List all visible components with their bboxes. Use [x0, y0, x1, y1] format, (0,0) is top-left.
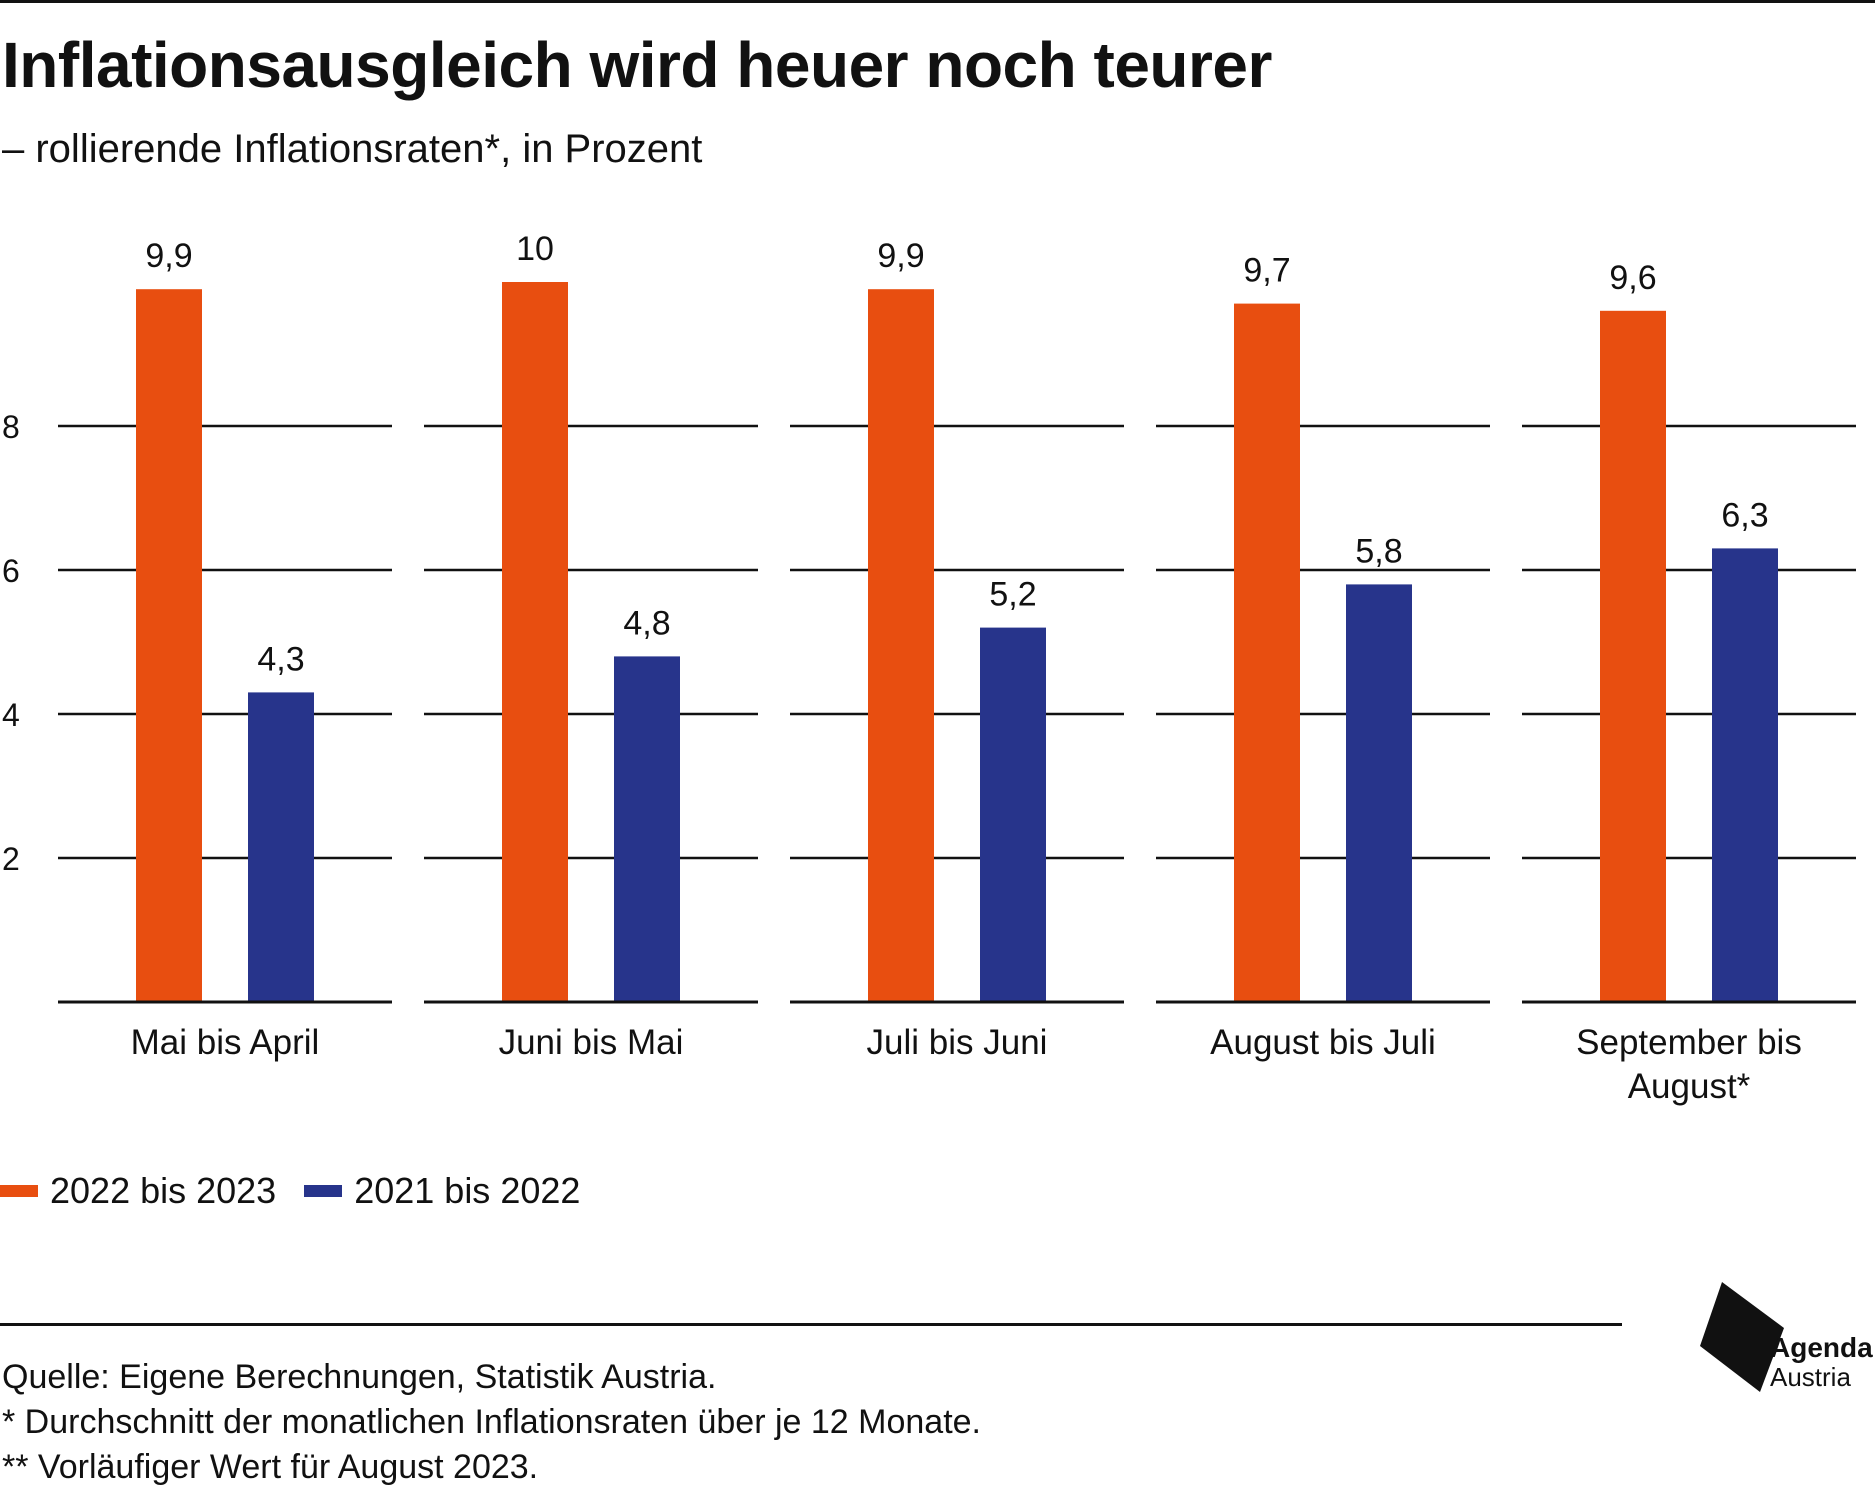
- bar-chart: 2 4 6 8 9,9 10 9,9 9,7 9,6 4,3 4,8 5,2 5,8 6,3 Mai bis…: [2, 230, 1856, 1106]
- data-label: 9,9: [877, 237, 924, 275]
- y-tick-label: 8: [2, 409, 20, 445]
- logo-mark-icon: [1700, 1282, 1784, 1392]
- category-label: Juni bis Mai: [499, 1023, 684, 1062]
- data-label: 9,6: [1609, 259, 1656, 297]
- footnote-average: * Durchschnitt der monatlichen Inflation…: [2, 1403, 981, 1441]
- legend-item-2021-2022: 2021 bis 2022: [304, 1170, 580, 1212]
- logo-text-agenda: Agenda: [1770, 1332, 1873, 1363]
- chart-subtitle: – rollierende Inflationsraten*, in Proze…: [2, 127, 703, 171]
- legend: 2022 bis 2023 2021 bis 2022: [0, 1170, 608, 1212]
- legend-label-2021-2022: 2021 bis 2022: [354, 1170, 581, 1211]
- data-label: 9,9: [145, 237, 192, 275]
- footnote-preliminary: ** Vorläufiger Wert für August 2023.: [2, 1448, 539, 1486]
- top-rule: [0, 0, 1875, 3]
- legend-swatch-2021-2022: [304, 1185, 343, 1197]
- y-tick-label: 2: [2, 841, 20, 877]
- bar-2022-2023: [136, 289, 202, 1002]
- source-notes: Quelle: Eigene Berechnungen, Statistik A…: [2, 1355, 981, 1490]
- chart-title: Inflationsausgleich wird heuer noch teur…: [2, 29, 1272, 101]
- bar-2022-2023: [868, 289, 934, 1002]
- bar-2021-2022: [980, 627, 1046, 1002]
- bar-2021-2022: [248, 692, 314, 1002]
- data-label: 10: [516, 230, 554, 268]
- source-note: Quelle: Eigene Berechnungen, Statistik A…: [2, 1358, 717, 1396]
- category-label: Juli bis Juni: [867, 1023, 1048, 1062]
- category-label: August*: [1628, 1067, 1751, 1106]
- data-label: 6,3: [1721, 496, 1768, 534]
- agenda-austria-logo: Agenda Austria: [1700, 1282, 1875, 1402]
- data-label: 5,2: [989, 576, 1036, 614]
- bar-2021-2022: [614, 656, 680, 1002]
- category-label: Mai bis April: [131, 1023, 320, 1062]
- bottom-rule: [0, 1323, 1622, 1326]
- legend-swatch-2022-2023: [0, 1185, 38, 1197]
- data-label: 4,8: [623, 604, 670, 642]
- data-label: 4,3: [257, 640, 304, 678]
- bar-2021-2022: [1712, 548, 1778, 1002]
- category-label: August bis Juli: [1210, 1023, 1436, 1062]
- legend-label-2022-2023: 2022 bis 2023: [50, 1170, 277, 1211]
- logo-text-austria: Austria: [1770, 1362, 1851, 1392]
- data-label: 5,8: [1355, 532, 1402, 570]
- category-label: September bis: [1576, 1023, 1802, 1062]
- y-tick-label: 6: [2, 553, 20, 589]
- bar-2022-2023: [502, 282, 568, 1002]
- legend-item-2022-2023: 2022 bis 2023: [0, 1170, 276, 1212]
- bar-2022-2023: [1234, 303, 1300, 1003]
- data-label: 9,7: [1243, 252, 1290, 290]
- y-tick-label: 4: [2, 697, 20, 733]
- bar-2022-2023: [1600, 310, 1666, 1002]
- bar-2021-2022: [1346, 584, 1412, 1002]
